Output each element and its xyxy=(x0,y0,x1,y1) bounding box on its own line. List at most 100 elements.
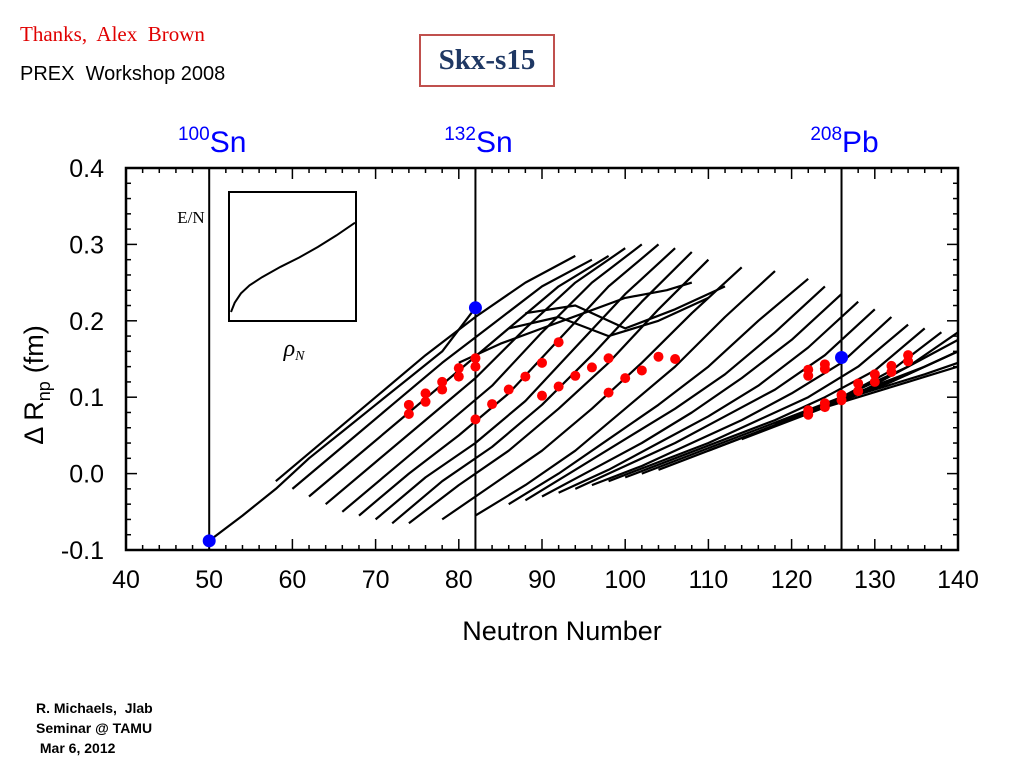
red-data-point xyxy=(420,396,431,407)
x-tick-labels: 40 50 60 70 80 90 100 110 120 130 140 xyxy=(112,566,979,594)
isotope-chain-line xyxy=(807,365,959,414)
svg-text:Δ Rnp(fm): Δ Rnp (fm) xyxy=(19,325,54,445)
footer-line-3: Mar 6, 2012 xyxy=(36,740,116,756)
isotope-chain-line xyxy=(508,277,809,506)
x-tick-label: 110 xyxy=(688,566,728,594)
magic-label-pb208: 208Pb xyxy=(810,124,878,159)
red-data-point xyxy=(537,390,547,401)
isotope-chain-line xyxy=(525,285,726,330)
magic-label-sn100: 100Sn xyxy=(178,124,246,159)
red-data-point xyxy=(636,365,647,376)
red-data-point xyxy=(470,361,481,372)
isotope-chain-line xyxy=(341,243,643,513)
red-data-point xyxy=(853,386,864,397)
red-data-point xyxy=(437,376,448,387)
isotope-chain-line xyxy=(275,254,576,483)
red-data-point xyxy=(803,409,814,420)
isotope-chain-line xyxy=(208,307,477,542)
x-tick-label: 90 xyxy=(528,566,556,594)
y-tick-label: 0.2 xyxy=(69,308,104,336)
x-tick-label: 50 xyxy=(195,566,223,594)
red-data-point xyxy=(520,371,531,382)
isotope-chain-line xyxy=(524,285,826,502)
red-data-point xyxy=(470,414,481,425)
x-axis-label: Neutron Number xyxy=(462,616,662,646)
thanks-text: Thanks, Alex Brown xyxy=(20,22,205,46)
workshop-text: PREX Workshop 2008 xyxy=(20,63,226,85)
red-data-point xyxy=(803,370,814,381)
isotope-chain-line xyxy=(441,266,743,521)
red-data-point xyxy=(570,370,581,381)
red-data-point xyxy=(819,402,830,413)
blue-data-point xyxy=(468,301,482,315)
red-data-point xyxy=(453,363,464,374)
y-axis-label-unit: (fm) xyxy=(19,325,49,373)
inset-x-sub: N xyxy=(294,349,305,364)
red-data-point xyxy=(869,376,880,387)
red-data-point xyxy=(886,366,897,377)
isotope-chain-line xyxy=(541,293,843,498)
inset-curve xyxy=(230,221,356,313)
x-tick-label: 100 xyxy=(604,566,646,594)
isotope-chain-line xyxy=(374,247,676,521)
footer-line-2: Seminar @ TAMU xyxy=(36,720,153,736)
x-tick-label: 40 xyxy=(112,566,140,594)
isotope-chain-line xyxy=(408,258,710,525)
red-data-point xyxy=(670,354,681,364)
y-tick-label: -0.1 xyxy=(61,537,104,565)
footer-line-1: R. Michaels, Jlab xyxy=(36,700,153,716)
footer-credits: R. Michaels, Jlab Seminar @ TAMU Mar 6, … xyxy=(36,698,153,758)
y-tick-label: 0.4 xyxy=(69,155,104,183)
isotope-chain-line xyxy=(458,281,693,364)
red-data-point xyxy=(487,399,498,410)
x-tick-label: 70 xyxy=(362,566,390,594)
red-data-point xyxy=(853,378,864,389)
slide-title: Skx-s15 xyxy=(438,44,536,76)
red-data-point xyxy=(586,362,597,373)
inset-x-symbol: ρ xyxy=(283,336,296,362)
inset-plot: E/N ρN xyxy=(177,191,357,364)
red-data-point xyxy=(503,384,514,395)
isotope-chain-line xyxy=(574,308,876,490)
red-data-point xyxy=(403,399,414,410)
blue-points xyxy=(202,301,849,548)
red-data-point xyxy=(603,387,614,398)
isotope-chain-line xyxy=(824,361,959,406)
red-data-point xyxy=(420,388,431,399)
isotope-chain-line xyxy=(291,258,593,490)
red-points xyxy=(403,337,914,425)
magic-number-labels: 100Sn 132Sn 208Pb xyxy=(178,124,879,159)
isotope-chain-line xyxy=(558,300,859,494)
y-tick-label: 0.0 xyxy=(69,461,104,489)
x-tick-label: 120 xyxy=(771,566,813,594)
isotope-chain-line xyxy=(391,251,693,525)
red-data-point xyxy=(620,373,631,384)
magic-label-sn132: 132Sn xyxy=(444,124,512,159)
red-data-point xyxy=(869,369,880,380)
y-axis-label: Δ Rnp (fm) xyxy=(19,325,54,445)
title-box: Skx-s15 xyxy=(419,34,555,87)
y-tick-label: 0.3 xyxy=(69,231,104,259)
isotope-chain-line xyxy=(474,270,776,517)
y-tick-label: 0.1 xyxy=(69,384,104,412)
red-data-point xyxy=(553,381,564,392)
red-data-point xyxy=(553,337,564,348)
red-data-point xyxy=(836,395,847,406)
y-axis-label-sub: np xyxy=(34,381,54,401)
blue-data-point xyxy=(202,534,216,548)
x-tick-label: 60 xyxy=(278,566,306,594)
red-data-point xyxy=(403,409,414,420)
x-tick-label: 140 xyxy=(937,566,979,594)
y-tick-labels: -0.1 0.0 0.1 0.2 0.3 0.4 xyxy=(61,155,104,565)
isotope-chain-line xyxy=(508,296,709,338)
svg-text:ρN: ρN xyxy=(283,336,306,364)
red-data-point xyxy=(453,371,464,382)
x-tick-label: 80 xyxy=(445,566,473,594)
x-tick-label: 130 xyxy=(854,566,896,594)
red-data-point xyxy=(437,384,448,395)
blue-data-point xyxy=(835,350,849,364)
red-data-point xyxy=(603,353,614,364)
red-data-point xyxy=(653,351,664,362)
red-data-point xyxy=(537,357,547,368)
